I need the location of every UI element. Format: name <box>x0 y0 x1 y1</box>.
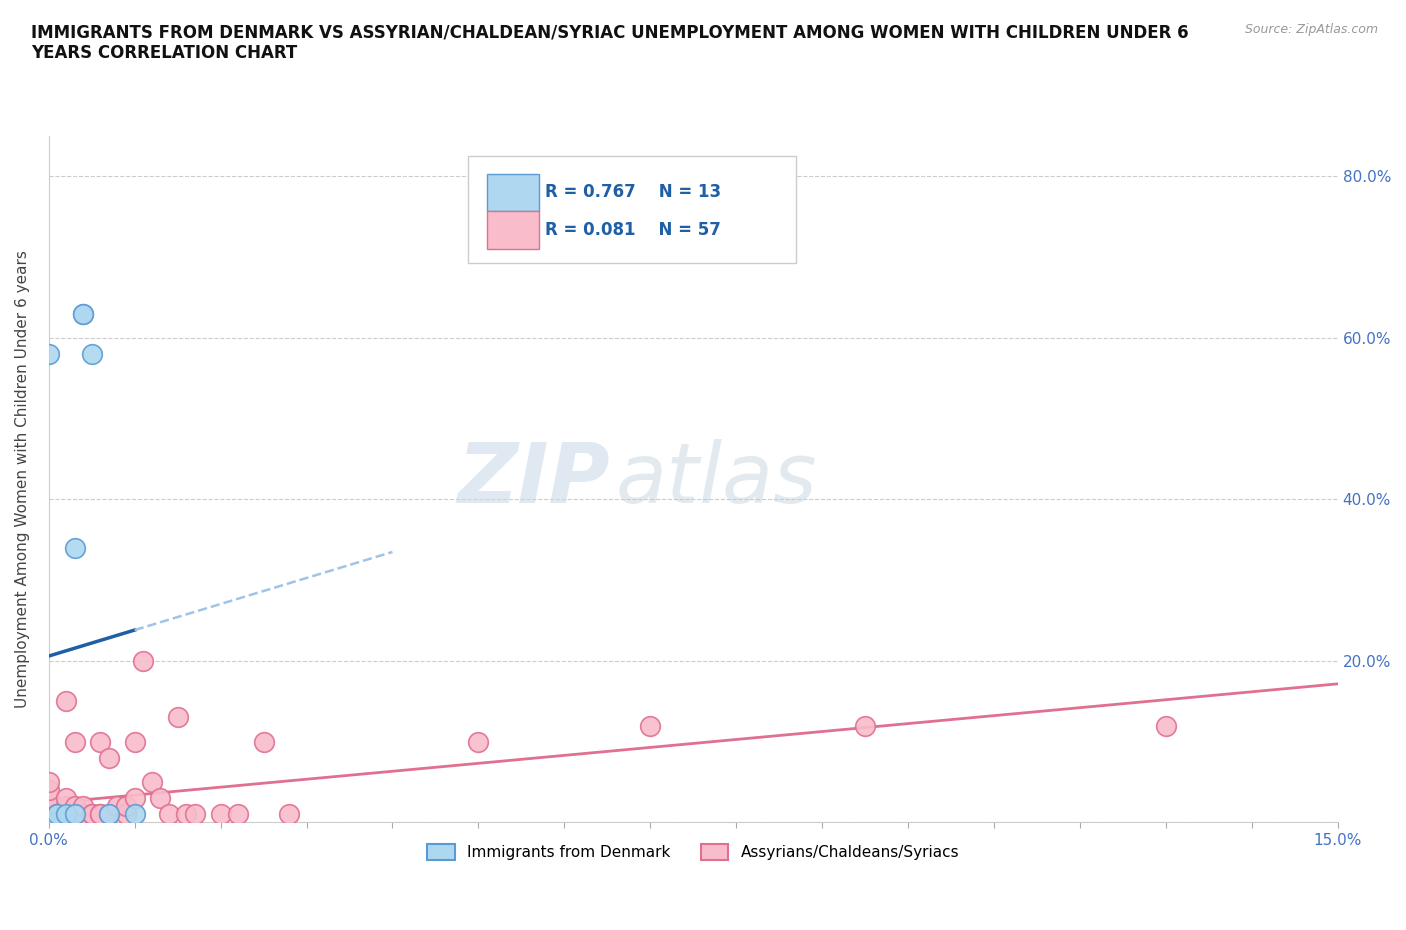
Point <box>124 734 146 749</box>
Point <box>38 807 60 822</box>
Point <box>38 815 60 830</box>
Point <box>55 799 77 814</box>
Text: R = 0.767    N = 13: R = 0.767 N = 13 <box>546 183 721 201</box>
Point <box>638 718 661 733</box>
Point <box>157 807 180 822</box>
Y-axis label: Unemployment Among Women with Children Under 6 years: Unemployment Among Women with Children U… <box>15 250 30 708</box>
Point <box>46 815 69 830</box>
Point <box>97 807 120 822</box>
Point <box>55 807 77 822</box>
Point <box>46 807 69 822</box>
Point <box>107 799 129 814</box>
Point <box>46 815 69 830</box>
Point <box>252 734 274 749</box>
Point <box>72 799 94 814</box>
Point <box>63 799 86 814</box>
Point <box>72 306 94 321</box>
Point <box>38 815 60 830</box>
Point <box>278 807 301 822</box>
Point <box>141 775 163 790</box>
Point <box>226 807 249 822</box>
Point <box>97 807 120 822</box>
FancyBboxPatch shape <box>468 156 796 263</box>
Text: Source: ZipAtlas.com: Source: ZipAtlas.com <box>1244 23 1378 36</box>
Point <box>63 807 86 822</box>
Point <box>132 654 155 669</box>
Point <box>80 807 103 822</box>
Point <box>55 694 77 709</box>
Point <box>63 540 86 555</box>
Text: IMMIGRANTS FROM DENMARK VS ASSYRIAN/CHALDEAN/SYRIAC UNEMPLOYMENT AMONG WOMEN WIT: IMMIGRANTS FROM DENMARK VS ASSYRIAN/CHAL… <box>31 23 1188 62</box>
Point <box>55 790 77 805</box>
Point <box>467 734 489 749</box>
Point <box>174 807 197 822</box>
Point <box>97 751 120 765</box>
Point <box>166 710 188 724</box>
Point <box>55 807 77 822</box>
Point <box>89 807 111 822</box>
Legend: Immigrants from Denmark, Assyrians/Chaldeans/Syriacs: Immigrants from Denmark, Assyrians/Chald… <box>420 838 966 866</box>
Point <box>46 815 69 830</box>
Point <box>115 799 138 814</box>
Point <box>46 807 69 822</box>
Text: atlas: atlas <box>616 439 817 520</box>
Point <box>72 807 94 822</box>
Point <box>63 815 86 830</box>
Point <box>46 815 69 830</box>
Point <box>38 775 60 790</box>
Text: R = 0.081    N = 57: R = 0.081 N = 57 <box>546 221 721 239</box>
Point <box>72 306 94 321</box>
Point <box>46 807 69 822</box>
Point <box>63 807 86 822</box>
Point <box>55 815 77 830</box>
Point <box>80 807 103 822</box>
Text: ZIP: ZIP <box>457 439 609 520</box>
Point <box>55 815 77 830</box>
Point <box>1154 718 1177 733</box>
Point <box>38 815 60 830</box>
Point <box>72 815 94 830</box>
Point <box>38 799 60 814</box>
Point <box>63 734 86 749</box>
Point <box>89 807 111 822</box>
Point <box>209 807 232 822</box>
Point <box>115 807 138 822</box>
Point <box>38 815 60 830</box>
Point <box>124 790 146 805</box>
Point <box>184 807 207 822</box>
Point <box>38 783 60 798</box>
Point <box>38 347 60 362</box>
Point <box>80 347 103 362</box>
Point <box>149 790 172 805</box>
Point <box>38 790 60 805</box>
Point <box>55 807 77 822</box>
FancyBboxPatch shape <box>486 174 538 211</box>
Point <box>63 807 86 822</box>
Point <box>853 718 876 733</box>
Point <box>38 799 60 814</box>
Point <box>63 815 86 830</box>
FancyBboxPatch shape <box>486 211 538 249</box>
Point <box>124 807 146 822</box>
Point <box>38 807 60 822</box>
Point <box>89 734 111 749</box>
